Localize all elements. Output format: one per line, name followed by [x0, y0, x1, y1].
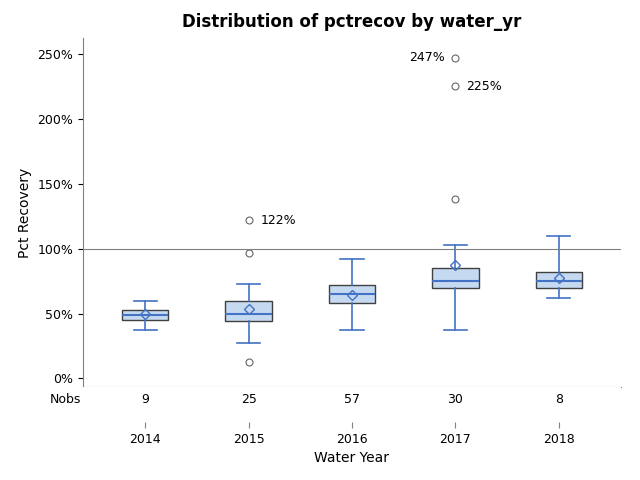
- Text: 8: 8: [555, 393, 563, 406]
- PathPatch shape: [122, 310, 168, 320]
- PathPatch shape: [225, 300, 272, 321]
- Text: 225%: 225%: [466, 80, 502, 93]
- Text: Nobs: Nobs: [50, 393, 81, 406]
- PathPatch shape: [329, 285, 375, 303]
- Text: 9: 9: [141, 393, 149, 406]
- PathPatch shape: [432, 268, 479, 288]
- Text: 57: 57: [344, 393, 360, 406]
- Text: 30: 30: [447, 393, 463, 406]
- Text: 122%: 122%: [261, 214, 297, 227]
- X-axis label: Water Year: Water Year: [314, 451, 390, 466]
- Title: Distribution of pctrecov by water_yr: Distribution of pctrecov by water_yr: [182, 13, 522, 31]
- Y-axis label: Pct Recovery: Pct Recovery: [18, 168, 32, 258]
- Text: 25: 25: [241, 393, 257, 406]
- PathPatch shape: [536, 272, 582, 288]
- Text: 247%: 247%: [409, 51, 445, 64]
